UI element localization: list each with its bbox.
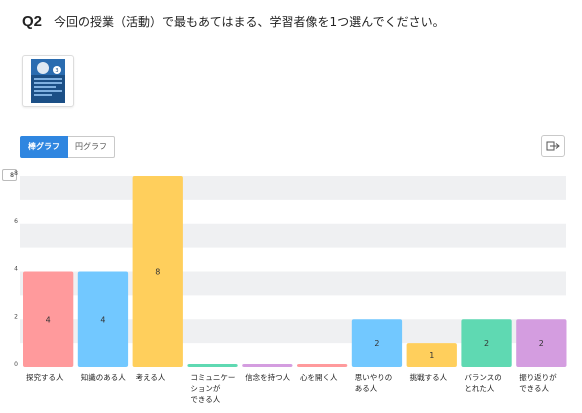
bar [297,364,348,367]
bar [23,271,74,367]
bar [516,319,567,367]
x-tick-label: 知識のある人 [81,372,126,382]
y-tick-label: 2 [14,313,18,320]
bar [132,176,183,367]
x-tick-label: コミュニケー [190,373,235,382]
tab-bar-chart[interactable]: 棒グラフ [20,136,68,158]
x-tick-label: 振り返りが [519,372,557,382]
x-tick-label: 考える人 [136,373,166,382]
x-tick-label: ある人 [355,384,378,393]
x-tick-label: 思いやりの [355,373,393,382]
bar [187,364,238,367]
export-icon [546,141,560,151]
grid-band [20,223,566,248]
y-tick-label: 0 [14,361,18,368]
bar-value-label: 2 [374,339,379,348]
export-button[interactable] [541,135,565,157]
bar [461,319,512,367]
bar-value-label: 2 [539,339,544,348]
question-header: Q2 今回の授業（活動）で最もあてはまる、学習者像を1つ選んでください。 [22,13,445,30]
question-number: Q2 [22,13,43,30]
grid-band [20,176,566,200]
x-tick-label: 探究する人 [26,372,64,382]
bar-value-label: 4 [100,315,105,324]
question-text: 今回の授業（活動）で最もあてはまる、学習者像を1つ選んでください。 [54,15,445,29]
thumbnail-image: 3 [31,59,65,103]
bar-value-label: 2 [484,339,489,348]
bar-value-label: 8 [155,268,160,277]
bar [77,271,129,367]
bar [242,364,293,367]
bar-value-label: 4 [46,315,51,324]
x-tick-label: ションが [190,383,220,393]
svg-text:3: 3 [55,68,58,74]
y-tick-label: 4 [14,266,18,273]
y-max-indicator: 8 [2,169,17,181]
x-tick-label: バランスの [464,373,501,382]
document-thumbnail[interactable]: 3 [22,55,74,107]
chart-type-tabs: 棒グラフ 円グラフ [20,136,115,158]
x-tick-label: とれた人 [464,384,494,393]
x-tick-label: できる人 [519,384,549,393]
tab-pie-chart[interactable]: 円グラフ [68,136,115,158]
x-tick-label: できる人 [190,395,220,404]
y-tick-label: 6 [14,218,18,225]
bar [406,343,457,367]
bar [351,319,403,367]
y-tick-label: 8 [14,170,18,177]
x-tick-label: 心を開く人 [300,373,338,382]
x-tick-label: 挑戦する人 [410,372,448,382]
bar-value-label: 1 [429,351,434,360]
x-tick-label: 信念を持つ人 [245,372,290,382]
